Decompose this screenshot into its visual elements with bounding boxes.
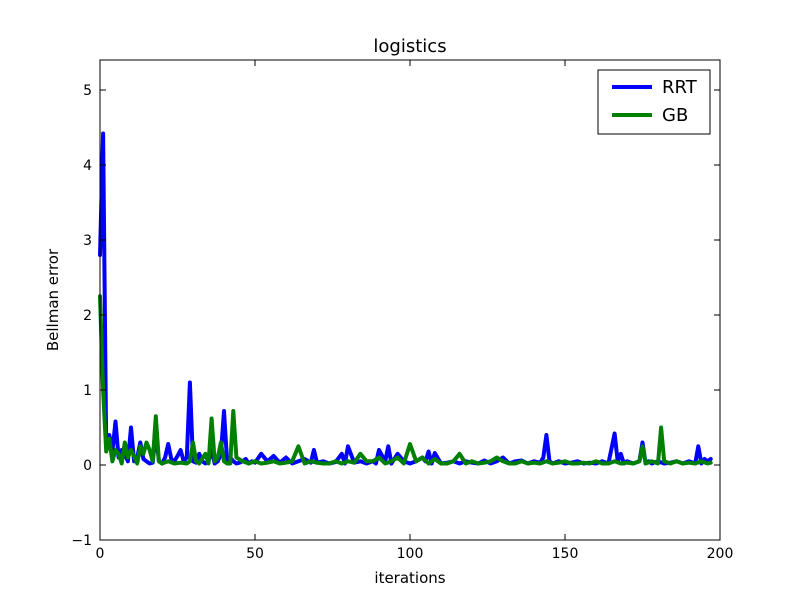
legend-label-rrt: RRT (662, 77, 698, 98)
y-tick-label: 3 (83, 233, 92, 249)
y-tick-label: −1 (71, 533, 92, 549)
y-tick-label: 0 (83, 458, 92, 474)
x-axis-label: iterations (374, 569, 445, 587)
legend-box (597, 69, 711, 135)
x-tick-label: 0 (96, 546, 105, 562)
chart-title: logistics (373, 36, 446, 57)
y-tick-label: 5 (83, 83, 92, 99)
x-tick-label: 200 (707, 546, 734, 562)
y-tick-label: 4 (83, 158, 92, 174)
x-tick-label: 150 (552, 546, 579, 562)
x-tick-label: 100 (397, 546, 424, 562)
legend: RRT GB (597, 69, 711, 135)
series-layer (98, 131, 713, 466)
legend-label-gb: GB (662, 105, 688, 126)
series-line-gb (98, 294, 713, 466)
x-tick-label: 50 (246, 546, 264, 562)
y-tick-label: 2 (83, 308, 92, 324)
y-tick-label: 1 (83, 383, 92, 399)
y-axis-label: Bellman error (44, 248, 62, 351)
